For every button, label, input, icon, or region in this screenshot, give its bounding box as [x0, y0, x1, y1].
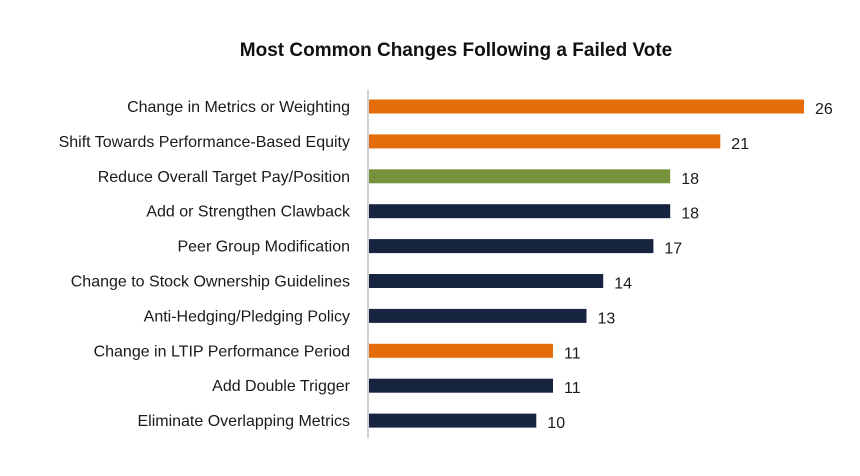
- category-label: Add Double Trigger: [212, 378, 351, 395]
- bar: [369, 169, 671, 184]
- value-label: 13: [598, 310, 616, 327]
- bar: [369, 239, 654, 254]
- value-label: 11: [564, 345, 581, 362]
- category-label: Eliminate Overlapping Metrics: [137, 413, 350, 430]
- bar: [369, 308, 587, 323]
- bars-group: Change in Metrics or Weighting 26 Shift To…: [59, 99, 833, 432]
- category-label: Shift Towards Performance-Based Equity: [59, 134, 350, 151]
- category-label: Add or Strengthen Clawback: [146, 204, 351, 221]
- category-label: Peer Group Modification: [177, 239, 350, 256]
- bar: [369, 134, 721, 149]
- value-label: 14: [614, 276, 632, 293]
- value-label: 18: [681, 206, 699, 223]
- bar: [369, 204, 671, 219]
- chart-title: Most Common Changes Following a Failed V…: [239, 40, 673, 61]
- value-label: 18: [681, 171, 699, 188]
- bar: [369, 274, 604, 288]
- value-label: 21: [731, 136, 749, 153]
- bar: [369, 378, 553, 393]
- category-label: Change in Metrics or Weighting: [127, 99, 350, 116]
- category-label: Anti-Hedging/Pledging Policy: [144, 308, 350, 325]
- value-label: 17: [664, 241, 682, 258]
- bar: [369, 413, 537, 428]
- category-label: Change to Stock Ownership Guidelines: [71, 274, 350, 291]
- value-label: 11: [564, 380, 581, 397]
- bar: [369, 99, 804, 114]
- value-label: 10: [547, 415, 565, 432]
- value-label: 26: [815, 101, 833, 118]
- category-label: Reduce Overall Target Pay/Position: [98, 169, 350, 186]
- bar: [369, 343, 553, 358]
- category-label: Change in LTIP Performance Period: [94, 343, 350, 360]
